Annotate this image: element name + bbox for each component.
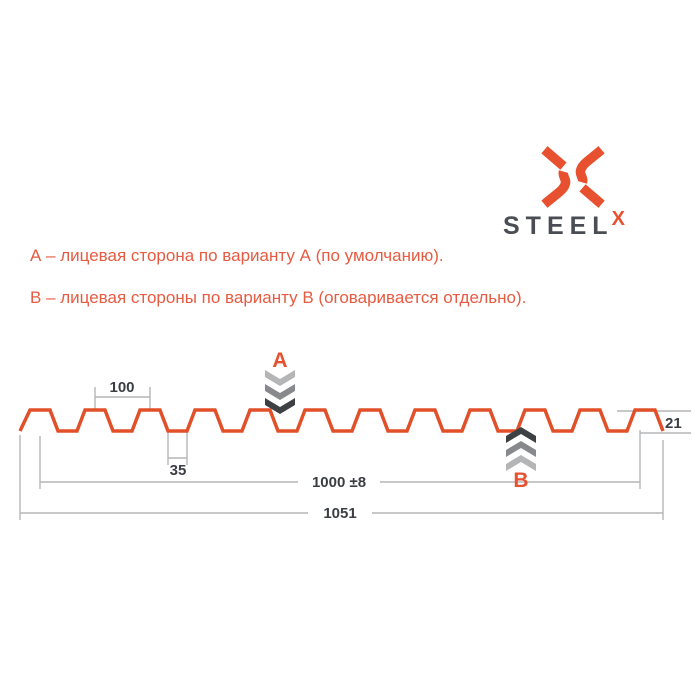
logo-arm-bottom-right	[579, 184, 605, 208]
marker-a-label: A	[272, 349, 287, 372]
profile-diagram: A B 100 35 1000 ±8 1051 21	[18, 349, 691, 522]
marker-b-chevron-dark	[506, 427, 536, 443]
dim-overall-width-label: 1051	[323, 505, 356, 522]
marker-b-chevron-mid	[506, 441, 536, 457]
marker-a-chevron-mid	[265, 384, 295, 400]
dim-working-width-label: 1000 ±8	[312, 474, 366, 491]
profile-cross-section	[18, 408, 665, 433]
logo-arm-top-left	[541, 146, 567, 170]
dim-profile-height-label: 21	[665, 415, 682, 432]
steelx-x-icon	[541, 146, 605, 208]
steelx-logo: STEELX	[503, 146, 678, 241]
marker-a-chevron-dark	[265, 398, 295, 414]
note-variant-b: В – лицевая стороны по варианту В (огова…	[30, 288, 527, 307]
dim-crest-pitch-label: 100	[109, 379, 134, 396]
brand-sup-x: X	[611, 208, 625, 230]
dim-trough-width-label: 35	[170, 462, 187, 479]
dimension-lines	[19, 387, 691, 520]
note-variant-a: А – лицевая сторона по варианту А (по ум…	[30, 246, 444, 265]
marker-a-arrow	[265, 370, 295, 414]
marker-b-chevron-light	[506, 455, 536, 471]
marker-a-chevron-light	[265, 370, 295, 386]
brand-name: STEEL	[503, 212, 614, 240]
logo-hook-bottom-left	[541, 170, 571, 208]
logo-hook-top-right	[575, 146, 605, 184]
marker-b-arrow	[506, 427, 536, 471]
brand-wordmark: STEELX	[503, 208, 678, 241]
marker-b-label: B	[513, 469, 528, 492]
dimension-labels: 100 35 1000 ±8 1051 21	[109, 379, 681, 522]
